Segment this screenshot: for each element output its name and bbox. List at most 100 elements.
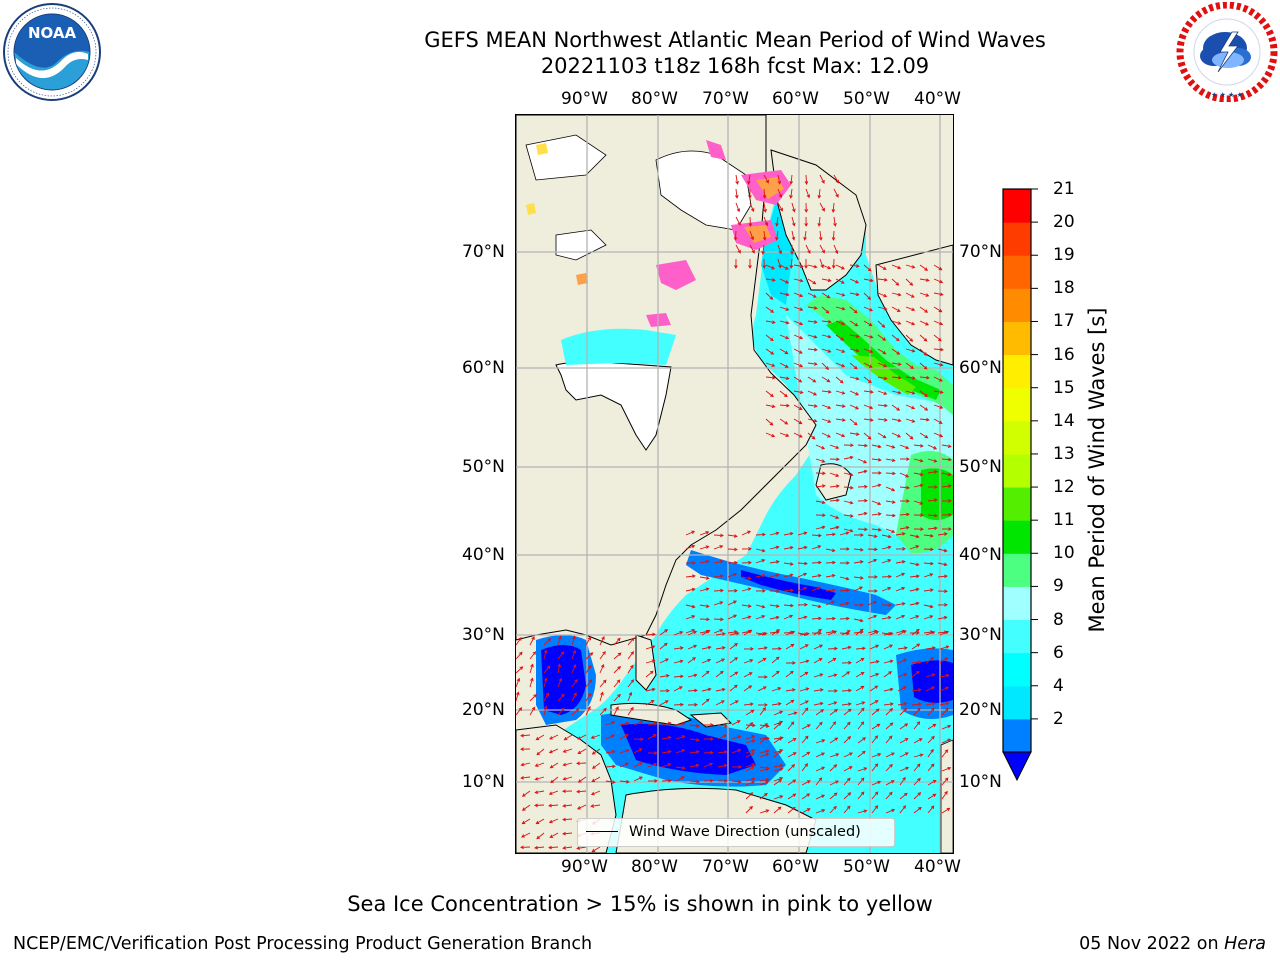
wave-direction-arrow xyxy=(933,376,943,382)
wave-direction-arrow xyxy=(933,432,944,438)
wave-direction-arrow xyxy=(877,362,888,368)
wave-direction-arrow xyxy=(891,404,901,411)
wave-direction-arrow xyxy=(659,658,669,664)
wave-direction-arrow xyxy=(899,738,909,744)
wave-direction-arrow xyxy=(765,375,776,380)
wave-direction-arrow xyxy=(777,174,782,185)
wave-direction-arrow xyxy=(857,791,865,800)
wave-direction-arrow xyxy=(548,790,559,796)
wave-direction-arrow xyxy=(849,334,860,339)
wave-direction-arrow xyxy=(717,763,728,768)
wave-direction-arrow xyxy=(759,778,770,782)
wave-direction-arrow xyxy=(941,512,952,517)
wave-direction-arrow xyxy=(785,670,794,678)
wave-direction-arrow xyxy=(833,244,839,255)
wave-direction-arrow xyxy=(839,531,850,536)
wave-direction-arrow xyxy=(869,685,879,692)
wave-direction-arrow xyxy=(529,636,535,646)
wave-direction-arrow xyxy=(745,735,756,740)
wave-direction-arrow xyxy=(877,264,887,270)
wave-direction-arrow xyxy=(745,763,756,768)
wave-direction-arrow xyxy=(783,603,794,608)
wave-direction-arrow xyxy=(933,334,942,342)
wave-direction-arrow xyxy=(793,278,804,283)
colorbar-bin xyxy=(1003,553,1031,587)
wave-direction-arrow xyxy=(673,702,684,707)
wave-direction-arrow xyxy=(699,559,710,564)
wave-direction-arrow xyxy=(941,807,951,814)
wave-direction-arrow xyxy=(769,545,780,550)
wave-direction-arrow xyxy=(787,779,797,786)
wave-direction-arrow xyxy=(855,646,866,651)
wave-direction-arrow xyxy=(801,735,809,744)
wave-direction-arrow xyxy=(941,707,949,716)
wave-direction-arrow xyxy=(557,663,562,674)
wave-direction-arrow xyxy=(785,699,795,706)
wave-direction-arrow xyxy=(627,651,634,660)
wave-direction-arrow xyxy=(871,528,882,532)
wave-direction-arrow xyxy=(771,702,782,706)
wave-direction-arrow xyxy=(619,749,630,754)
wave-direction-arrow xyxy=(881,534,892,539)
lon-label-top: 40°W xyxy=(914,89,961,109)
wave-direction-arrow xyxy=(877,390,888,395)
wave-direction-arrow xyxy=(933,362,944,367)
wave-direction-arrow xyxy=(941,790,948,800)
wave-direction-arrow xyxy=(745,722,754,730)
wave-direction-arrow xyxy=(829,792,838,800)
wave-direction-arrow xyxy=(769,589,780,593)
wave-direction-arrow xyxy=(773,749,784,754)
wave-direction-arrow xyxy=(777,258,782,269)
wave-direction-arrow xyxy=(799,659,810,664)
wave-direction-arrow xyxy=(853,560,864,564)
wave-direction-arrow xyxy=(811,560,822,565)
wave-direction-arrow xyxy=(937,589,948,594)
wave-direction-arrow xyxy=(771,687,782,692)
wave-direction-arrow xyxy=(529,693,537,702)
colorbar-tick-label: 17 xyxy=(1053,311,1075,332)
wave-direction-arrow xyxy=(885,471,896,476)
wave-direction-arrow xyxy=(871,500,882,506)
lat-label-left: 40°N xyxy=(462,545,505,565)
nws-logo: ★ ★ ★ ★ xyxy=(1176,2,1278,102)
wave-direction-arrow xyxy=(779,390,788,398)
wave-direction-arrow xyxy=(939,701,950,706)
wave-direction-arrow xyxy=(881,615,892,620)
wave-direction-arrow xyxy=(727,630,738,634)
wave-direction-arrow xyxy=(627,706,634,716)
wave-direction-arrow xyxy=(783,531,794,536)
colorbar-bin xyxy=(1003,453,1031,488)
wave-direction-arrow xyxy=(701,698,710,706)
wave-direction-arrow xyxy=(829,484,840,489)
wave-direction-arrow xyxy=(791,216,796,227)
wind-wave-arrows xyxy=(516,174,952,853)
colorbar-tick-label: 15 xyxy=(1053,377,1075,398)
wave-direction-arrow xyxy=(883,671,893,678)
wave-direction-arrow xyxy=(645,687,656,692)
wave-direction-arrow xyxy=(913,721,921,730)
wave-direction-arrow xyxy=(855,672,865,678)
wave-direction-arrow xyxy=(557,635,562,646)
wave-direction-arrow xyxy=(769,604,780,608)
wave-direction-arrow xyxy=(520,775,531,780)
wave-direction-arrow xyxy=(923,573,934,578)
wave-direction-arrow xyxy=(779,292,790,297)
wave-direction-arrow xyxy=(715,670,724,678)
wave-direction-arrow xyxy=(759,707,766,716)
wave-direction-arrow xyxy=(872,471,882,475)
wave-direction-arrow xyxy=(877,403,888,408)
wave-direction-arrow xyxy=(689,738,700,742)
wave-direction-arrow xyxy=(733,230,738,241)
map-panel[interactable]: Wind Wave Direction (unscaled) xyxy=(516,115,953,853)
wave-direction-arrow xyxy=(807,320,818,324)
wave-direction-arrow xyxy=(687,702,698,707)
wave-direction-arrow xyxy=(748,259,752,269)
wave-direction-arrow xyxy=(777,188,783,199)
wave-direction-arrow xyxy=(534,762,545,767)
wave-direction-arrow xyxy=(835,404,846,408)
wave-direction-arrow xyxy=(801,793,811,800)
wave-direction-arrow xyxy=(773,710,784,716)
wave-direction-arrow xyxy=(743,685,753,692)
wave-direction-arrow xyxy=(757,703,768,707)
wave-direction-arrow xyxy=(911,628,920,636)
